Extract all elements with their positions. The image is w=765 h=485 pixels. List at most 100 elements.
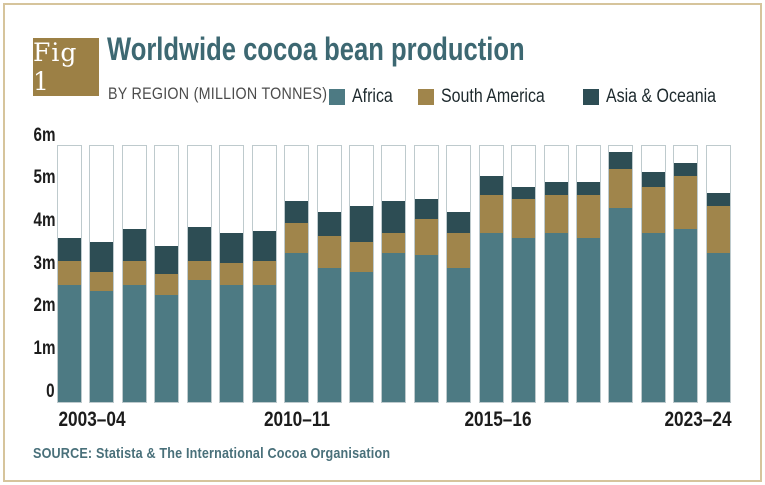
segment-africa [187, 280, 211, 402]
bar-2014-15 [414, 146, 438, 402]
y-tick-2m: 2m [33, 295, 55, 317]
x-label-2003-04: 2003–04 [58, 408, 126, 431]
segment-asia-oceania [641, 171, 665, 187]
legend-label-africa: Africa [351, 86, 393, 107]
bar-2021-22 [641, 146, 665, 402]
legend-swatch-south-america-icon [418, 89, 435, 105]
legend-item-asia-oceania: Asia & Oceania [583, 86, 737, 108]
bar-2015-16 [447, 146, 471, 402]
bar-2008-09 [220, 146, 244, 402]
y-tick-5m: 5m [33, 167, 55, 189]
y-tick-6m: 6m [33, 124, 55, 146]
segment-asia-oceania [382, 201, 406, 234]
bar-2019-20 [577, 146, 600, 402]
source-note: SOURCE: Statista & The International Coc… [33, 445, 458, 462]
segment-africa [609, 207, 633, 402]
bar-2022-23 [674, 146, 698, 402]
segment-asia-oceania [285, 201, 309, 223]
bar-2023-24 [706, 146, 730, 402]
segment-africa [414, 254, 438, 402]
bar-2016-17 [479, 146, 503, 402]
segment-asia-oceania [674, 163, 698, 176]
y-axis: 0 1m 2m 3m 4m 5m 6m [0, 126, 55, 402]
segment-south-america [706, 205, 730, 253]
bar-2017-18 [512, 146, 536, 402]
segment-africa [641, 233, 665, 402]
bar-2004-05 [90, 146, 114, 402]
segment-africa [512, 237, 536, 402]
segment-africa [706, 252, 730, 402]
segment-south-america [674, 175, 698, 230]
segment-africa [479, 233, 503, 402]
bar-2020-21 [609, 146, 633, 402]
y-tick-0: 0 [46, 380, 55, 402]
segment-africa [447, 267, 471, 402]
bar-2010-11 [285, 146, 309, 402]
bar-2018-19 [544, 146, 568, 402]
chart-subtitle-text: BY REGION (MILLION TONNES) [108, 84, 328, 103]
legend-swatch-africa-icon [328, 89, 345, 105]
segment-south-america [349, 242, 373, 272]
segment-africa [349, 271, 373, 402]
segment-asia-oceania [479, 175, 503, 196]
bar-2005-06 [122, 146, 146, 402]
x-label-2015-16: 2015–16 [464, 408, 532, 431]
bar-2009-10 [252, 146, 276, 402]
segment-asia-oceania [512, 186, 536, 200]
segment-south-america [252, 261, 276, 285]
segment-africa [155, 295, 179, 402]
segment-south-america [414, 218, 438, 255]
legend: Africa South America Asia & Oceania [328, 86, 737, 108]
segment-asia-oceania [544, 182, 568, 196]
segment-south-america [220, 263, 244, 285]
bar-2011-12 [317, 146, 341, 402]
segment-south-america [285, 222, 309, 253]
bar-2012-13 [349, 146, 373, 402]
segment-south-america [544, 195, 568, 234]
figure-badge: Fig 1 [33, 38, 99, 96]
bar-series [58, 146, 730, 402]
bar-2013-14 [382, 146, 406, 402]
y-tick-3m: 3m [33, 252, 55, 274]
source-note-text: SOURCE: Statista & The International Coc… [33, 445, 391, 462]
segment-south-america [58, 261, 81, 285]
segment-south-america [90, 271, 114, 292]
segment-south-america [122, 261, 146, 285]
segment-south-america [447, 233, 471, 268]
bar-2007-08 [187, 146, 211, 402]
segment-asia-oceania [58, 237, 81, 262]
segment-asia-oceania [122, 229, 146, 262]
chart-title: Worldwide cocoa bean production [107, 32, 629, 67]
segment-asia-oceania [220, 233, 244, 264]
segment-africa [122, 284, 146, 402]
segment-africa [382, 252, 406, 402]
legend-swatch-asia-oceania-icon [583, 89, 600, 105]
legend-label-south-america: South America [441, 86, 546, 107]
segment-asia-oceania [90, 242, 114, 272]
segment-asia-oceania [706, 192, 730, 206]
y-tick-1m: 1m [33, 337, 55, 359]
legend-label-asia-oceania: Asia & Oceania [606, 86, 717, 107]
segment-asia-oceania [317, 212, 341, 236]
segment-south-america [609, 169, 633, 208]
segment-asia-oceania [577, 182, 600, 196]
segment-south-america [317, 235, 341, 268]
segment-africa [58, 284, 81, 402]
segment-south-america [382, 233, 406, 253]
segment-africa [577, 237, 600, 402]
legend-item-africa: Africa [328, 86, 401, 108]
segment-asia-oceania [414, 199, 438, 219]
segment-asia-oceania [447, 212, 471, 234]
segment-south-america [512, 199, 536, 238]
segment-africa [674, 229, 698, 402]
segment-africa [90, 291, 114, 402]
bar-2003-04 [58, 146, 81, 402]
segment-south-america [155, 274, 179, 296]
segment-africa [220, 284, 244, 402]
x-label-2023-24: 2023–24 [664, 408, 732, 431]
bar-2006-07 [155, 146, 179, 402]
legend-item-south-america: South America [418, 86, 565, 108]
segment-south-america [577, 195, 600, 238]
segment-asia-oceania [252, 231, 276, 262]
x-axis: 2003–04 2010–11 2015–16 2023–24 [58, 408, 732, 434]
